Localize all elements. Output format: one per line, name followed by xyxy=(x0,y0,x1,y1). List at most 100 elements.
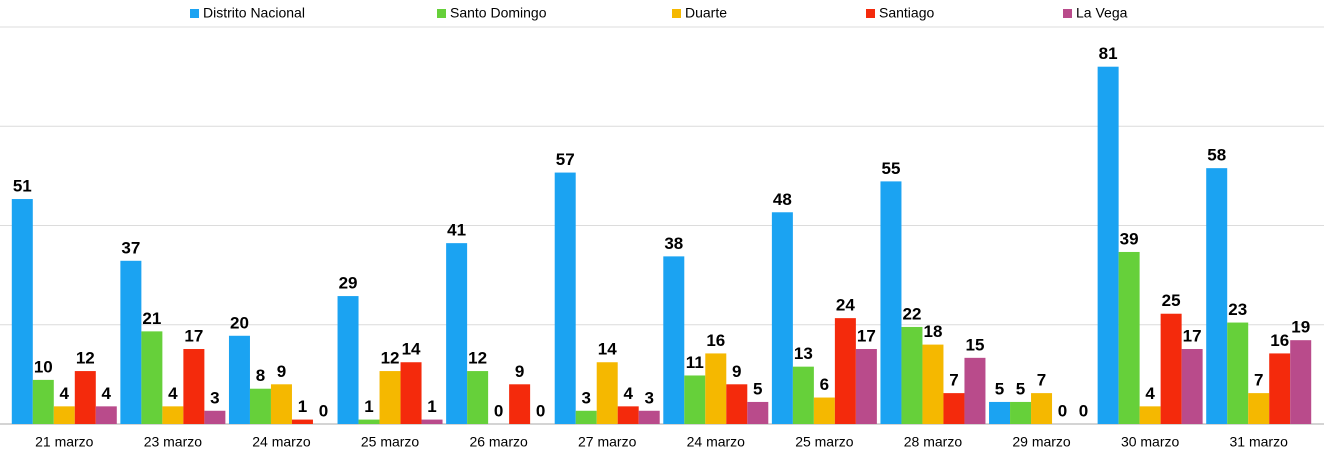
data-label: 11 xyxy=(686,353,704,372)
data-label: 7 xyxy=(949,371,958,390)
bar xyxy=(228,335,250,424)
data-label: 25 xyxy=(1162,291,1181,310)
data-label: 19 xyxy=(1291,318,1310,337)
data-label: 0 xyxy=(1058,401,1067,420)
data-label: 16 xyxy=(706,331,725,350)
legend-label: Duarte xyxy=(685,5,727,21)
data-label: 57 xyxy=(556,150,575,169)
bar xyxy=(684,375,706,424)
data-label: 22 xyxy=(902,304,921,323)
bar xyxy=(162,406,184,424)
data-label: 3 xyxy=(210,388,219,407)
data-label: 10 xyxy=(34,357,53,376)
data-label: 37 xyxy=(121,238,140,257)
data-label: 12 xyxy=(468,349,487,368)
data-label: 18 xyxy=(923,322,942,341)
bar xyxy=(1031,393,1053,424)
data-label: 55 xyxy=(881,159,900,178)
data-label: 9 xyxy=(277,362,286,381)
bar xyxy=(1248,393,1270,424)
data-label: 16 xyxy=(1270,331,1289,350)
bar xyxy=(270,384,292,424)
x-tick-label: 24 marzo xyxy=(687,434,746,450)
data-label: 41 xyxy=(447,221,466,240)
bar xyxy=(141,331,163,424)
bar xyxy=(53,406,75,424)
bar xyxy=(792,366,814,424)
bar xyxy=(32,379,54,424)
data-label: 3 xyxy=(581,388,590,407)
data-label: 12 xyxy=(381,349,400,368)
bar xyxy=(249,388,271,424)
legend-label: Distrito Nacional xyxy=(203,5,305,21)
bar xyxy=(855,349,877,424)
bar xyxy=(901,326,923,424)
bar xyxy=(204,410,226,424)
x-tick-label: 29 marzo xyxy=(1012,434,1071,450)
data-label: 4 xyxy=(1145,384,1155,403)
data-label: 17 xyxy=(184,326,203,345)
legend-swatch xyxy=(866,9,875,18)
bar xyxy=(400,362,422,424)
legend-swatch xyxy=(672,9,681,18)
bar xyxy=(74,371,96,424)
data-label: 8 xyxy=(256,366,265,385)
legend-label: Santiago xyxy=(879,5,934,21)
data-label: 1 xyxy=(427,397,436,416)
bar xyxy=(120,260,142,424)
bar xyxy=(467,371,489,424)
data-label: 4 xyxy=(60,384,70,403)
data-label: 39 xyxy=(1120,229,1139,248)
data-label: 0 xyxy=(319,401,328,420)
x-tick-label: 30 marzo xyxy=(1121,434,1180,450)
bar xyxy=(11,199,33,424)
data-label: 48 xyxy=(773,190,792,209)
bar xyxy=(509,384,531,424)
data-label: 14 xyxy=(598,340,617,359)
data-label: 20 xyxy=(230,313,249,332)
data-label: 24 xyxy=(836,296,855,315)
bar xyxy=(596,362,618,424)
bar xyxy=(421,419,443,424)
bar xyxy=(1181,349,1203,424)
bar xyxy=(747,401,769,424)
bar xyxy=(834,318,856,424)
bar xyxy=(1227,322,1249,424)
data-label: 4 xyxy=(623,384,633,403)
bar xyxy=(1269,353,1291,424)
data-label: 29 xyxy=(339,274,358,293)
bar xyxy=(1118,251,1140,424)
bar xyxy=(1290,340,1312,424)
bar xyxy=(575,410,597,424)
legend-label: Santo Domingo xyxy=(450,5,547,21)
legend-swatch xyxy=(1063,9,1072,18)
x-tick-label: 28 marzo xyxy=(904,434,963,450)
data-label: 13 xyxy=(794,344,813,363)
bar xyxy=(813,397,835,424)
bar xyxy=(1139,406,1161,424)
x-tick-label: 23 marzo xyxy=(144,434,203,450)
data-label: 14 xyxy=(402,340,421,359)
data-label: 7 xyxy=(1254,371,1263,390)
bar xyxy=(95,406,117,424)
bar xyxy=(183,349,205,424)
data-label: 0 xyxy=(1079,401,1088,420)
x-tick-label: 21 marzo xyxy=(35,434,94,450)
bar xyxy=(1206,168,1228,424)
data-label: 51 xyxy=(13,177,32,196)
bar xyxy=(771,212,793,424)
data-label: 4 xyxy=(168,384,178,403)
data-label: 1 xyxy=(298,397,307,416)
x-tick-label: 25 marzo xyxy=(361,434,420,450)
data-label: 17 xyxy=(857,326,876,345)
bar xyxy=(446,243,468,424)
data-label: 0 xyxy=(536,401,545,420)
bar xyxy=(880,181,902,424)
bar xyxy=(964,357,986,424)
bar xyxy=(705,353,727,424)
legend-swatch xyxy=(190,9,199,18)
data-label: 4 xyxy=(102,384,112,403)
bar xyxy=(358,419,380,424)
data-label: 7 xyxy=(1037,371,1046,390)
